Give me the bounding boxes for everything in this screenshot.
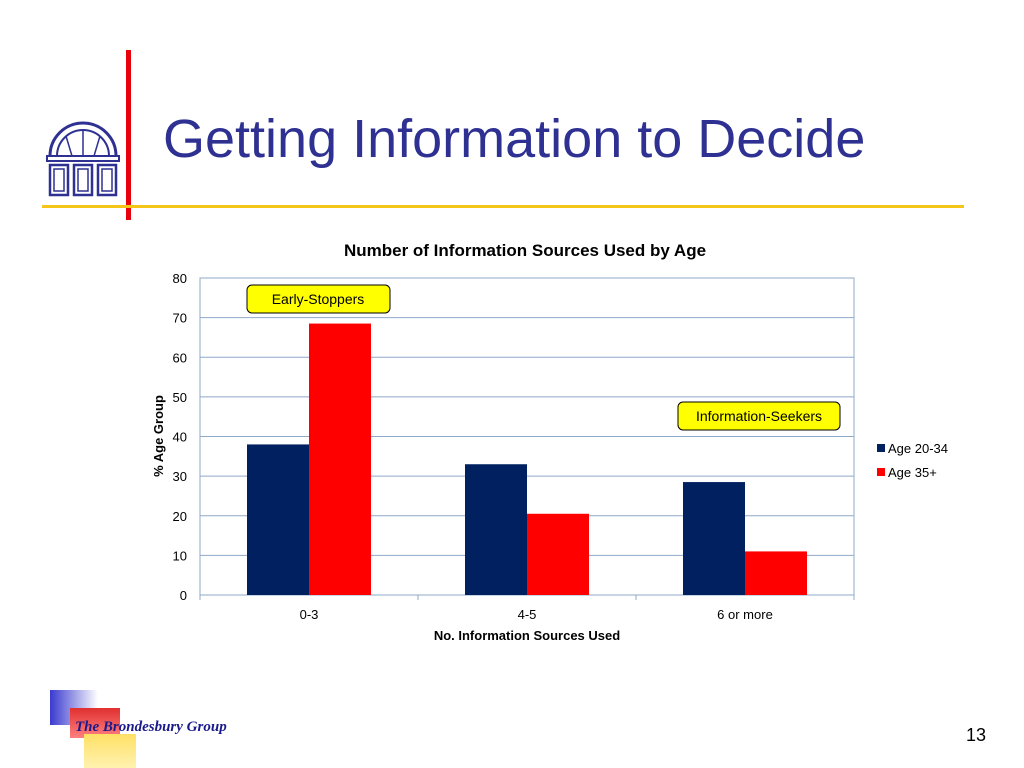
footer-company-name: The Brondesbury Group [75,719,227,735]
legend-swatch [877,468,885,476]
y-tick-label: 10 [173,548,187,563]
legend-label: Age 35+ [888,465,937,480]
accent-bar [126,50,131,220]
legend-swatch [877,444,885,452]
y-axis-label: % Age Group [151,395,166,477]
y-tick-label: 70 [173,311,187,326]
callout-information-seekers: Information-Seekers [677,401,841,431]
slide-title: Getting Information to Decide [163,109,866,169]
y-tick-label: 40 [173,430,187,445]
bar-chart: Number of Information Sources Used by Ag… [151,241,948,643]
page-number: 13 [966,725,987,745]
legend-label: Age 20-34 [888,441,948,456]
callout-information-seekers-label: Information-Seekers [696,408,822,424]
y-tick-label: 60 [173,350,187,365]
x-tick-label: 4-5 [518,607,537,622]
chart-title: Number of Information Sources Used by Ag… [344,241,706,260]
title-divider [42,205,964,208]
x-tick-label: 6 or more [717,607,773,622]
building-logo-icon [46,121,120,197]
bar-age-20-34-0 [247,444,309,595]
y-tick-label: 50 [173,390,187,405]
footer-gradient-decoration [50,690,136,768]
y-tick-label: 0 [180,588,187,603]
bar-age-20-34-2 [683,482,745,595]
callout-early-stoppers-label: Early-Stoppers [272,291,365,307]
bar-age-35-plus-2 [745,551,807,595]
callout-early-stoppers: Early-Stoppers [246,284,391,314]
y-tick-label: 80 [173,271,187,286]
y-tick-label: 20 [173,509,187,524]
bar-age-35-plus-0 [309,323,371,595]
bar-age-35-plus-1 [527,513,589,595]
y-tick-label: 30 [173,469,187,484]
bar-age-20-34-1 [465,464,527,595]
x-axis-label: No. Information Sources Used [434,628,620,643]
x-tick-label: 0-3 [300,607,319,622]
